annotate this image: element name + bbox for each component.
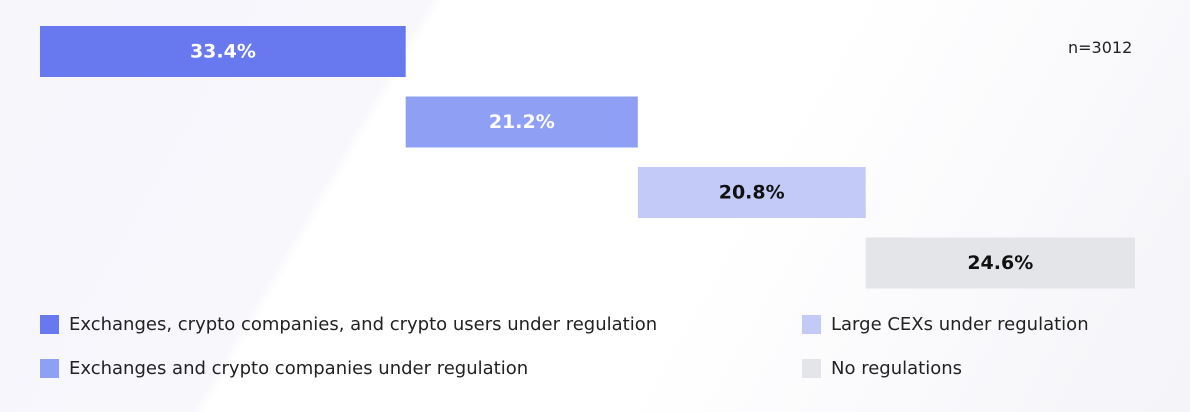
bar-1	[40, 26, 406, 77]
legend-swatch	[802, 315, 821, 334]
bar-value-label-4: 24.6%	[967, 252, 1033, 274]
bar-4	[865, 237, 1135, 289]
bar-2	[405, 96, 638, 148]
legend-label: Large CEXs under regulation	[831, 314, 1089, 335]
funnel-bar-chart: 33.4% 21.2% 20.8% 24.6%	[40, 26, 1135, 289]
legend-label: Exchanges, crypto companies, and crypto …	[69, 314, 658, 335]
legend-swatch	[802, 359, 821, 378]
legend-swatch	[40, 315, 59, 334]
legend-item-no-regulations: No regulations	[802, 358, 962, 379]
legend-swatch	[40, 359, 59, 378]
legend-item-large-cexs-regulated: Large CEXs under regulation	[802, 314, 1089, 335]
sample-size-label: n=3012	[1068, 38, 1133, 57]
bar-value-label-2: 21.2%	[489, 111, 555, 133]
legend-item-users-regulated: Exchanges, crypto companies, and crypto …	[40, 314, 657, 335]
bar-3	[637, 167, 866, 218]
bar-value-label-3: 20.8%	[719, 182, 785, 204]
legend-item-companies-regulated: Exchanges and crypto companies under reg…	[40, 358, 528, 379]
legend-label: No regulations	[831, 358, 963, 379]
bar-value-label-1: 33.4%	[190, 41, 256, 63]
legend-label: Exchanges and crypto companies under reg…	[69, 358, 529, 379]
